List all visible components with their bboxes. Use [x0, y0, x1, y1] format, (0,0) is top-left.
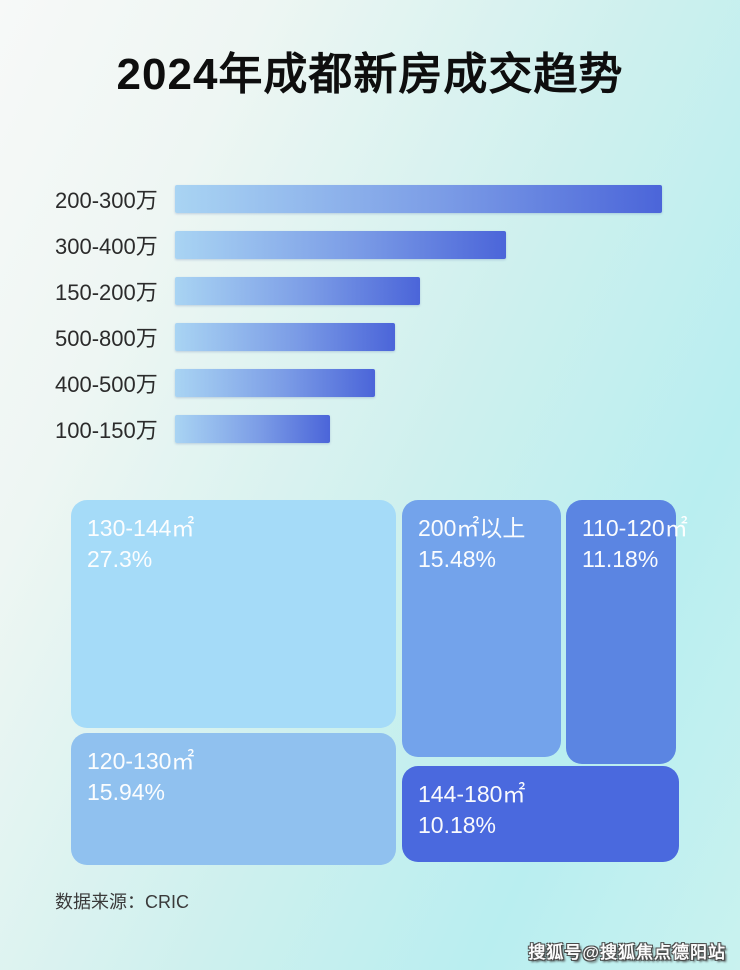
- bar-fill: [175, 369, 376, 397]
- price-range-bar-chart: 200-300万 300-400万 150-200万 500-800万 400-…: [55, 185, 695, 461]
- bar-track: [175, 277, 662, 305]
- bar-track: [175, 369, 662, 397]
- bar-track: [175, 323, 662, 351]
- bar-category-label: 200-300万: [55, 188, 158, 213]
- bar-category-label: 500-800万: [55, 326, 158, 351]
- data-source-note: 数据来源：CRIC: [55, 892, 189, 912]
- bar-track: [175, 415, 662, 443]
- treemap-block-144-180: 144-180㎡ 10.18%: [402, 766, 679, 862]
- treemap-block-percent: 15.48%: [418, 546, 497, 573]
- treemap-block-110-120: 110-120㎡ 11.18%: [566, 500, 688, 764]
- bar-row-500-800: 500-800万: [55, 323, 695, 351]
- bar-fill: [175, 231, 507, 259]
- treemap-block-percent: 10.18%: [418, 812, 497, 839]
- bar-row-150-200: 150-200万: [55, 277, 695, 305]
- watermark-sohu: 搜狐号@搜狐焦点德阳站: [528, 943, 726, 962]
- bar-row-200-300: 200-300万: [55, 185, 695, 213]
- treemap-block-label: 110-120㎡: [582, 515, 688, 541]
- page-title: 2024年成都新房成交趋势: [116, 50, 624, 99]
- bar-row-300-400: 300-400万: [55, 231, 695, 259]
- bar-category-label: 300-400万: [55, 234, 158, 259]
- treemap-block-130-144: 130-144㎡ 27.3%: [71, 500, 396, 728]
- treemap-block-percent: 11.18%: [582, 546, 659, 573]
- bar-row-100-150: 100-150万: [55, 415, 695, 443]
- treemap-block-percent: 27.3%: [87, 546, 153, 573]
- treemap-block-label: 144-180㎡: [418, 781, 526, 807]
- bar-category-label: 100-150万: [55, 418, 158, 443]
- bar-fill: [175, 415, 330, 443]
- treemap-block-120-130: 120-130㎡ 15.94%: [71, 733, 396, 865]
- area-size-treemap: 130-144㎡ 27.3% 120-130㎡ 15.94% 200㎡以上 15…: [65, 498, 688, 868]
- bar-fill: [175, 277, 420, 305]
- bar-fill: [175, 185, 662, 213]
- bar-fill: [175, 323, 396, 351]
- treemap-block-label: 130-144㎡: [87, 515, 195, 541]
- treemap-block-label: 120-130㎡: [87, 748, 195, 774]
- treemap-block-label: 200㎡以上: [418, 515, 526, 541]
- bar-track: [175, 185, 662, 213]
- bar-category-label: 400-500万: [55, 372, 158, 397]
- bar-category-label: 150-200万: [55, 280, 158, 305]
- bar-row-400-500: 400-500万: [55, 369, 695, 397]
- bar-track: [175, 231, 662, 259]
- treemap-block-percent: 15.94%: [87, 779, 166, 806]
- treemap-block-200-plus: 200㎡以上 15.48%: [402, 500, 561, 757]
